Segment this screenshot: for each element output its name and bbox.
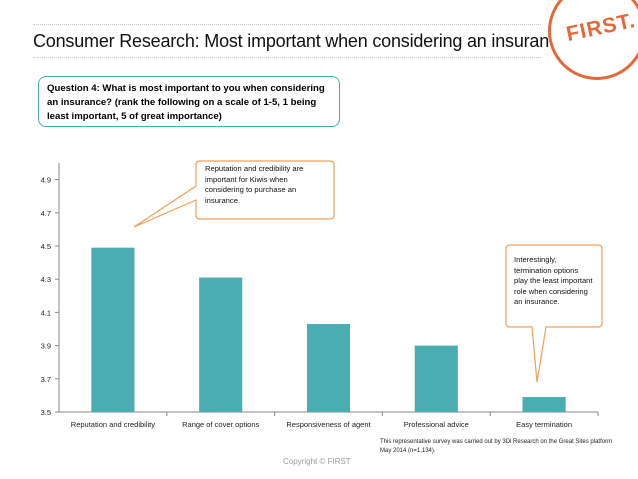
callout-bubble-reputation [133, 160, 335, 228]
bar-2 [306, 324, 351, 412]
x-tick-label: Range of cover options [182, 420, 259, 429]
bar-0 [91, 247, 135, 412]
y-tick-label: 4.7 [41, 209, 51, 218]
x-tick-label: Responsiveness of agent [286, 420, 371, 429]
y-tick-label: 4.1 [41, 308, 51, 317]
callout-termination-text: Interestingly, termination options play … [514, 255, 593, 306]
x-tick-label: Easy termination [516, 420, 572, 429]
survey-footnote: This representative survey was carried o… [380, 439, 613, 454]
y-tick-label: 3.7 [41, 375, 51, 384]
x-tick-label: Professional advice [404, 420, 469, 429]
y-tick-label: 4.9 [41, 176, 51, 185]
bar-4 [522, 397, 566, 412]
title-rule-bottom [33, 57, 541, 58]
callout-reputation-text: Reputation and credibility are important… [205, 164, 304, 205]
x-tick-label: Reputation and credibility [71, 420, 155, 429]
y-tick-label: 3.9 [41, 342, 51, 351]
copyright: Copyright © FIRST [283, 457, 351, 466]
page-title: Consumer Research: Most important when c… [33, 31, 568, 51]
bar-3 [414, 345, 458, 412]
y-tick-label: 3.5 [41, 408, 51, 417]
logo [548, 0, 638, 80]
question-box: Question 4: What is most important to yo… [38, 76, 340, 127]
callout-bubble-termination [505, 244, 603, 383]
title-rule-top [33, 24, 541, 25]
y-tick-label: 4.3 [41, 275, 51, 284]
y-tick-label: 4.5 [41, 242, 51, 251]
bar-1 [199, 277, 243, 412]
